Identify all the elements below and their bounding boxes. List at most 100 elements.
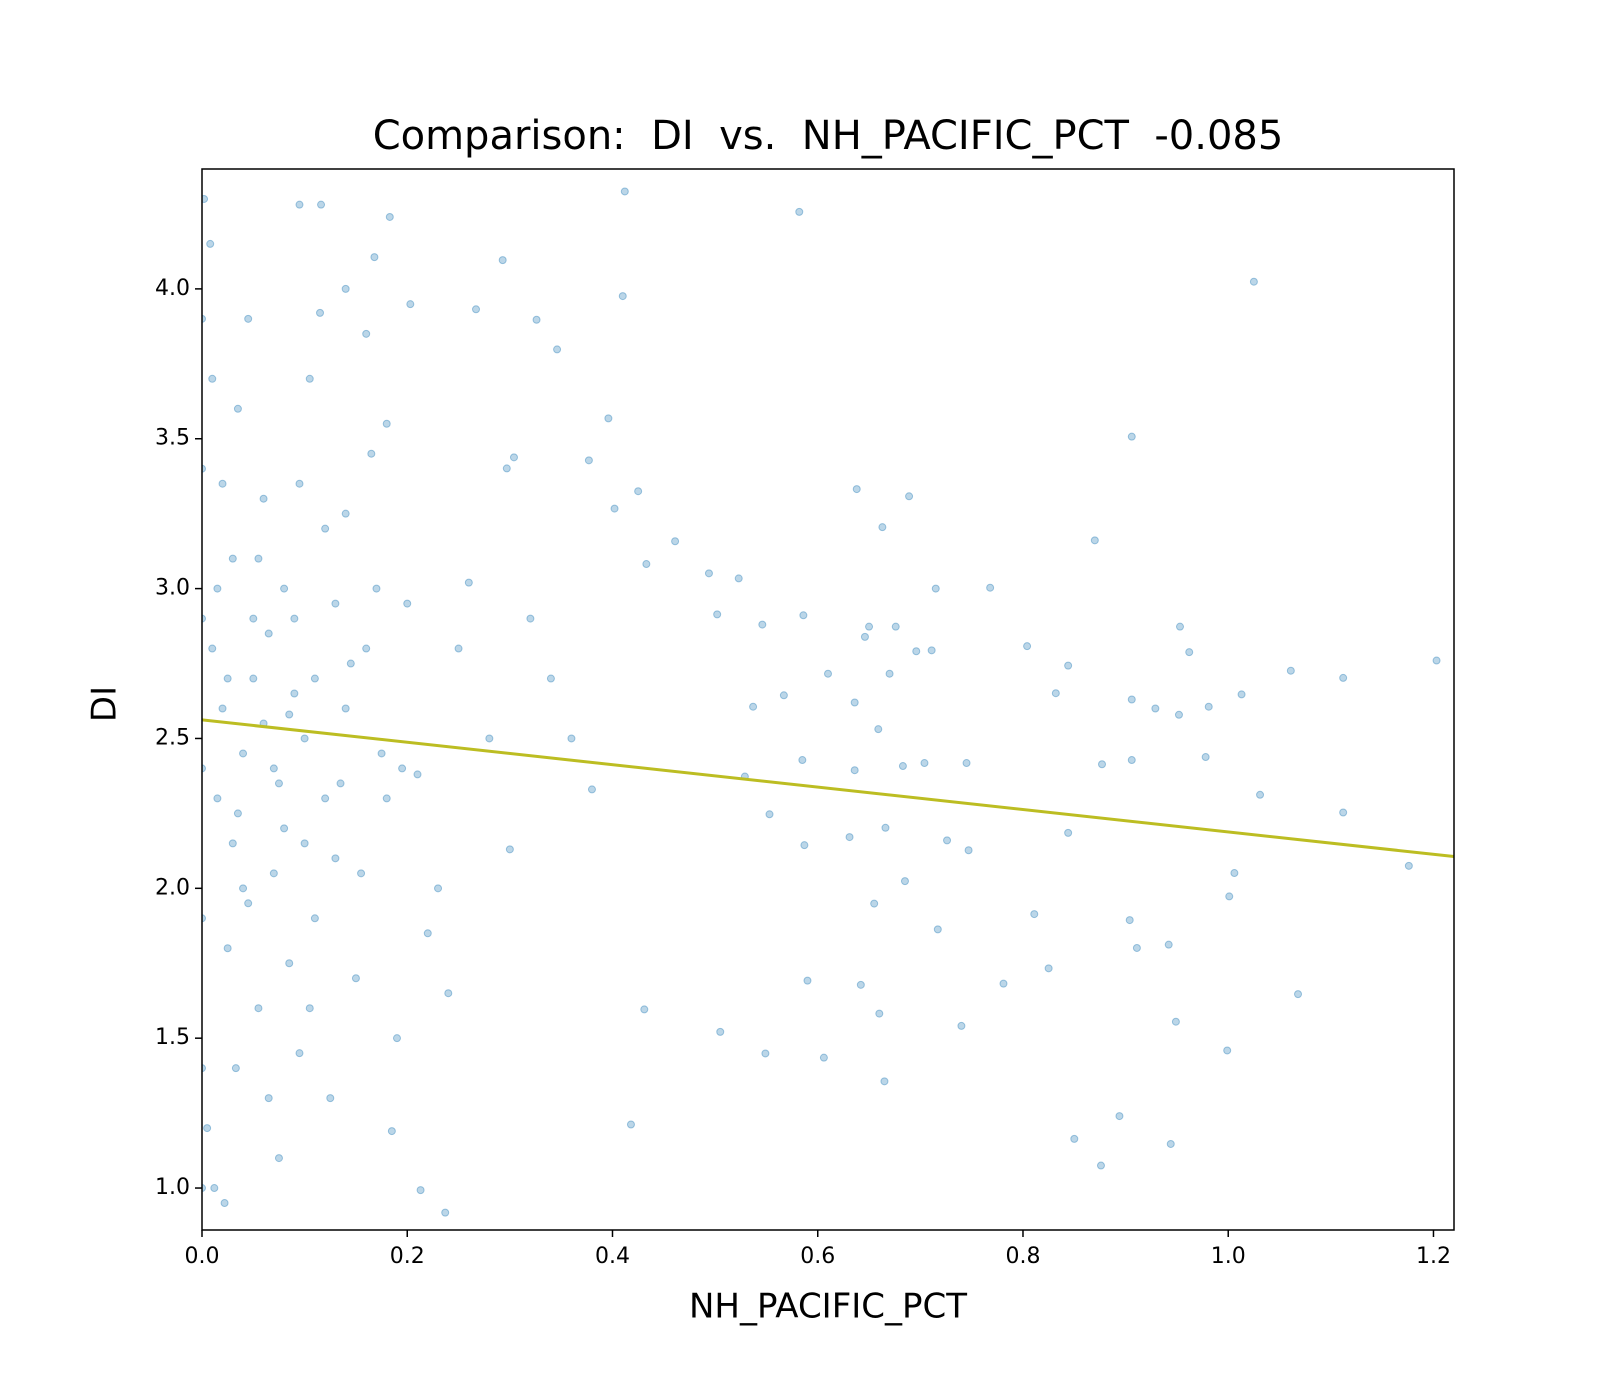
point	[269, 869, 278, 878]
point	[962, 759, 971, 768]
point	[220, 1199, 229, 1208]
point	[239, 884, 248, 893]
point	[331, 854, 340, 863]
point	[765, 810, 774, 819]
y-axis-label: DI	[85, 686, 125, 722]
plot-area	[202, 187, 1454, 1217]
point	[553, 345, 562, 354]
point	[295, 200, 304, 209]
point	[336, 779, 345, 788]
point	[933, 925, 942, 934]
point	[233, 404, 242, 413]
point	[1064, 828, 1073, 837]
point	[244, 899, 253, 908]
point	[341, 704, 350, 713]
point	[1230, 869, 1239, 878]
point	[1051, 689, 1060, 698]
point	[1174, 710, 1183, 719]
point	[351, 974, 360, 983]
point	[202, 914, 206, 923]
point	[1249, 277, 1258, 286]
point	[382, 419, 391, 428]
point	[716, 1027, 725, 1036]
point	[239, 749, 248, 758]
point	[1166, 1139, 1175, 1148]
point	[505, 845, 514, 854]
y-tick-label: 3.5	[155, 426, 190, 451]
point	[912, 647, 921, 656]
point	[202, 764, 206, 773]
point	[372, 584, 381, 593]
point	[1339, 808, 1348, 817]
point	[999, 979, 1008, 988]
point	[626, 1120, 635, 1129]
point	[1127, 756, 1136, 765]
point	[1064, 661, 1073, 670]
chart-title: Comparison: DI vs. NH_PACIFIC_PCT -0.085	[373, 113, 1284, 159]
x-tick-label: 0.8	[1005, 1244, 1040, 1269]
point	[210, 1184, 219, 1193]
point	[875, 1009, 884, 1018]
point	[640, 1005, 649, 1014]
y-tick-label: 2.5	[155, 725, 190, 750]
point	[444, 989, 453, 998]
point	[274, 779, 283, 788]
point	[509, 453, 518, 462]
point	[1237, 690, 1246, 699]
point	[264, 629, 273, 638]
point	[362, 329, 371, 338]
point	[905, 492, 914, 501]
x-tick-label: 1.2	[1416, 1244, 1451, 1269]
point	[321, 794, 330, 803]
point	[362, 644, 371, 653]
point	[1185, 648, 1194, 657]
point	[341, 509, 350, 518]
point	[986, 583, 995, 592]
point	[610, 504, 619, 513]
point	[346, 659, 355, 668]
point	[280, 584, 289, 593]
point	[642, 560, 651, 569]
point	[321, 524, 330, 533]
x-axis-label: NH_PACIFIC_PCT	[689, 1287, 967, 1327]
point	[249, 614, 258, 623]
point	[423, 929, 432, 938]
point	[546, 674, 555, 683]
point	[202, 1184, 206, 1193]
y-tick-label: 1.5	[155, 1025, 190, 1050]
point	[850, 698, 859, 707]
point	[1432, 656, 1441, 665]
point	[295, 479, 304, 488]
point	[1175, 622, 1184, 631]
point	[845, 833, 854, 842]
point	[305, 374, 314, 383]
point	[317, 200, 326, 209]
point	[290, 614, 299, 623]
point	[264, 1094, 273, 1103]
point	[385, 212, 394, 221]
point	[454, 644, 463, 653]
point	[943, 836, 952, 845]
point	[310, 914, 319, 923]
trend-line	[202, 718, 1454, 859]
point	[874, 725, 883, 734]
x-tick-label: 0.4	[595, 1244, 630, 1269]
y-tick-label: 2.0	[155, 875, 190, 900]
point	[341, 284, 350, 293]
point	[269, 764, 278, 773]
point	[900, 877, 909, 886]
point	[1127, 695, 1136, 704]
point	[1132, 943, 1141, 952]
point	[824, 669, 832, 678]
point	[798, 756, 807, 765]
point	[920, 759, 929, 768]
point	[1339, 673, 1348, 682]
y-tick-label: 4.0	[155, 276, 190, 301]
point	[387, 1127, 396, 1136]
point	[441, 1208, 450, 1217]
point	[734, 574, 743, 583]
x-tick-label: 0.2	[390, 1244, 425, 1269]
point	[526, 614, 535, 623]
point	[300, 839, 309, 848]
